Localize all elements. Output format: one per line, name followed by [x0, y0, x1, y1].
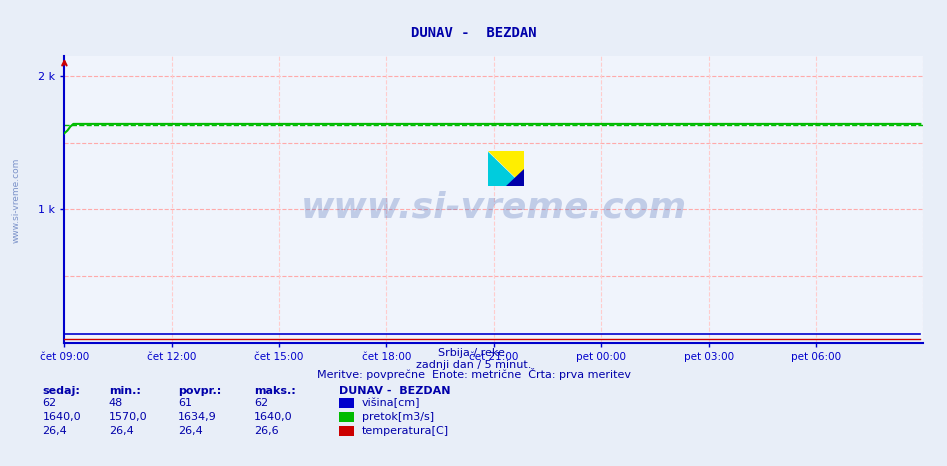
Polygon shape — [506, 169, 524, 186]
Text: Meritve: povprečne  Enote: metrične  Črta: prva meritev: Meritve: povprečne Enote: metrične Črta:… — [316, 369, 631, 380]
Text: 1570,0: 1570,0 — [109, 412, 148, 422]
Text: 62: 62 — [43, 398, 57, 408]
Text: 26,4: 26,4 — [43, 426, 67, 436]
Text: Srbija / reke.: Srbija / reke. — [438, 349, 509, 358]
Text: povpr.:: povpr.: — [178, 386, 222, 396]
Text: www.si-vreme.com: www.si-vreme.com — [11, 158, 21, 243]
Text: 1634,9: 1634,9 — [178, 412, 217, 422]
Text: sedaj:: sedaj: — [43, 386, 80, 396]
Text: DUNAV -  BEZDAN: DUNAV - BEZDAN — [411, 26, 536, 40]
Text: 62: 62 — [254, 398, 268, 408]
Text: višina[cm]: višina[cm] — [362, 398, 420, 408]
Text: temperatura[C]: temperatura[C] — [362, 426, 449, 436]
Text: 26,6: 26,6 — [254, 426, 278, 436]
Text: min.:: min.: — [109, 386, 141, 396]
Polygon shape — [488, 151, 524, 186]
Text: zadnji dan / 5 minut.: zadnji dan / 5 minut. — [416, 360, 531, 370]
Text: 1640,0: 1640,0 — [43, 412, 81, 422]
Text: 26,4: 26,4 — [109, 426, 134, 436]
Text: 48: 48 — [109, 398, 123, 408]
Polygon shape — [488, 151, 524, 186]
Text: www.si-vreme.com: www.si-vreme.com — [301, 191, 687, 225]
Text: 26,4: 26,4 — [178, 426, 203, 436]
Text: pretok[m3/s]: pretok[m3/s] — [362, 412, 434, 422]
Text: DUNAV -  BEZDAN: DUNAV - BEZDAN — [339, 386, 451, 396]
Text: 61: 61 — [178, 398, 192, 408]
Text: maks.:: maks.: — [254, 386, 295, 396]
Text: 1640,0: 1640,0 — [254, 412, 293, 422]
